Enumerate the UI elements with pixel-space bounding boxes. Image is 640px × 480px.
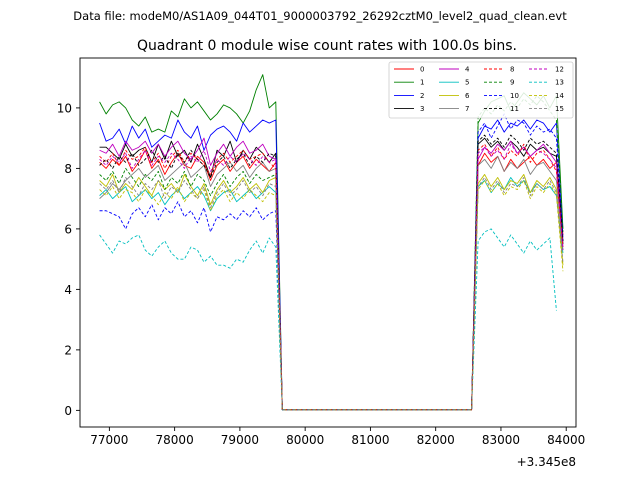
legend-label-0: 0 bbox=[420, 66, 424, 74]
series-group bbox=[99, 74, 564, 411]
legend-label-4: 4 bbox=[465, 66, 470, 74]
series-line-8 bbox=[99, 143, 564, 411]
legend-label-1: 1 bbox=[420, 79, 424, 87]
series-line-11 bbox=[99, 134, 564, 411]
axes-group: 77000 78000 79000 80000 81000 82000 83000 84000… bbox=[57, 57, 585, 447]
y-tick-label: 2 bbox=[64, 343, 72, 357]
legend-label-14: 14 bbox=[555, 92, 564, 100]
series-line-12 bbox=[99, 143, 564, 411]
y-tick-label: 8 bbox=[64, 162, 72, 176]
legend-label-9: 9 bbox=[510, 79, 514, 87]
chart-title: Quadrant 0 module wise count rates with … bbox=[137, 38, 517, 54]
legend-box bbox=[388, 61, 574, 119]
legend-label-2: 2 bbox=[420, 92, 424, 100]
y-tick-label: 6 bbox=[64, 222, 72, 236]
figure-suptitle: Data file: modeM0/AS1A09_044T01_90000037… bbox=[73, 9, 567, 23]
legend-label-15: 15 bbox=[555, 105, 564, 113]
x-tick-label: 84000 bbox=[547, 433, 585, 447]
series-line-15 bbox=[99, 177, 564, 411]
legend-label-10: 10 bbox=[510, 92, 519, 100]
series-line-14 bbox=[99, 180, 564, 411]
axes-frame bbox=[79, 57, 577, 428]
legend-label-8: 8 bbox=[510, 66, 514, 74]
legend-label-11: 11 bbox=[510, 105, 519, 113]
x-tick-label: 78000 bbox=[156, 433, 194, 447]
x-tick-label: 79000 bbox=[221, 433, 259, 447]
x-tick-label: 77000 bbox=[90, 433, 128, 447]
series-line-10 bbox=[99, 113, 564, 411]
x-tick-label: 82000 bbox=[417, 433, 455, 447]
legend-label-6: 6 bbox=[465, 92, 470, 100]
series-line-9 bbox=[99, 95, 564, 411]
x-axis-offset-label: +3.345e8 bbox=[517, 455, 576, 469]
legend-label-5: 5 bbox=[465, 79, 469, 87]
x-tick-label: 81000 bbox=[351, 433, 389, 447]
y-tick-label: 4 bbox=[64, 283, 72, 297]
x-tick-label: 80000 bbox=[286, 433, 324, 447]
legend-label-7: 7 bbox=[465, 105, 469, 113]
x-tick-label: 83000 bbox=[482, 433, 520, 447]
legend-label-3: 3 bbox=[420, 105, 424, 113]
legend-label-12: 12 bbox=[555, 66, 564, 74]
y-tick-label: 10 bbox=[57, 101, 72, 115]
y-tick-label: 0 bbox=[64, 404, 72, 418]
legend-label-13: 13 bbox=[555, 79, 564, 87]
